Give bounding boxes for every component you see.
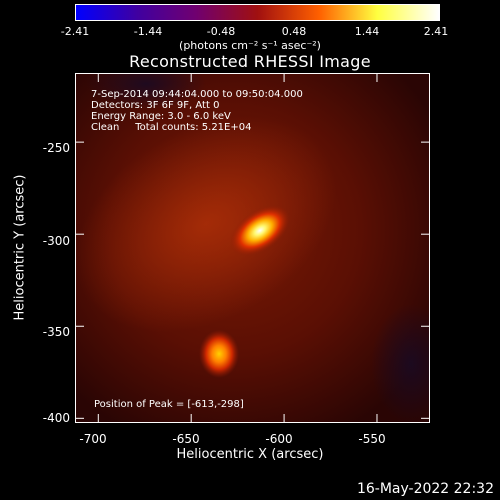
chart-title: Reconstructed RHESSI Image: [129, 52, 371, 71]
x-tick-label: -650: [172, 432, 200, 446]
x-tick-label: -550: [358, 432, 386, 446]
dark-region: [86, 74, 206, 109]
colorbar-tick-label: -2.41: [60, 25, 90, 38]
x-tick-label: -600: [265, 432, 293, 446]
colorbar-tick-label: -1.44: [133, 25, 163, 38]
colorbar-units: (photons cm⁻² s⁻¹ asec⁻²): [179, 39, 321, 52]
diffuse-emission: [76, 115, 337, 333]
heatmap-image: Position of Peak = [-613,-298]: [76, 74, 429, 422]
dark-region: [371, 304, 429, 422]
plot-area: Position of Peak = [-613,-298] 7-Sep-201…: [75, 73, 430, 423]
colorbar: [75, 4, 440, 21]
y-tick-label: -350: [42, 325, 70, 339]
colorbar-tick-label: 2.41: [423, 25, 449, 38]
colorbar-tick-label: -0.48: [206, 25, 236, 38]
info-total-counts: Clean Total counts: 5.21E+04: [91, 122, 252, 133]
x-tick-label: -700: [79, 432, 107, 446]
info-time-range: 7-Sep-2014 09:44:04.000 to 09:50:04.000: [91, 89, 303, 100]
colorbar-tick-label: 1.44: [354, 25, 380, 38]
peak-position-label: Position of Peak = [-613,-298]: [94, 399, 244, 410]
y-tick-label: -250: [42, 141, 70, 155]
colorbar-tick-label: 0.48: [281, 25, 307, 38]
info-energy-range: Energy Range: 3.0 - 6.0 keV: [91, 111, 231, 122]
y-tick-label: -400: [42, 411, 70, 425]
info-detectors: Detectors: 3F 6F 9F, Att 0: [91, 100, 220, 111]
x-axis-label: Heliocentric X (arcsec): [176, 447, 324, 462]
y-axis-label: Heliocentric Y (arcsec): [12, 174, 28, 321]
emission-source: [199, 329, 240, 378]
emission-source: [229, 205, 291, 256]
y-tick-label: -300: [42, 234, 70, 248]
timestamp: 16-May-2022 22:32: [356, 481, 494, 497]
